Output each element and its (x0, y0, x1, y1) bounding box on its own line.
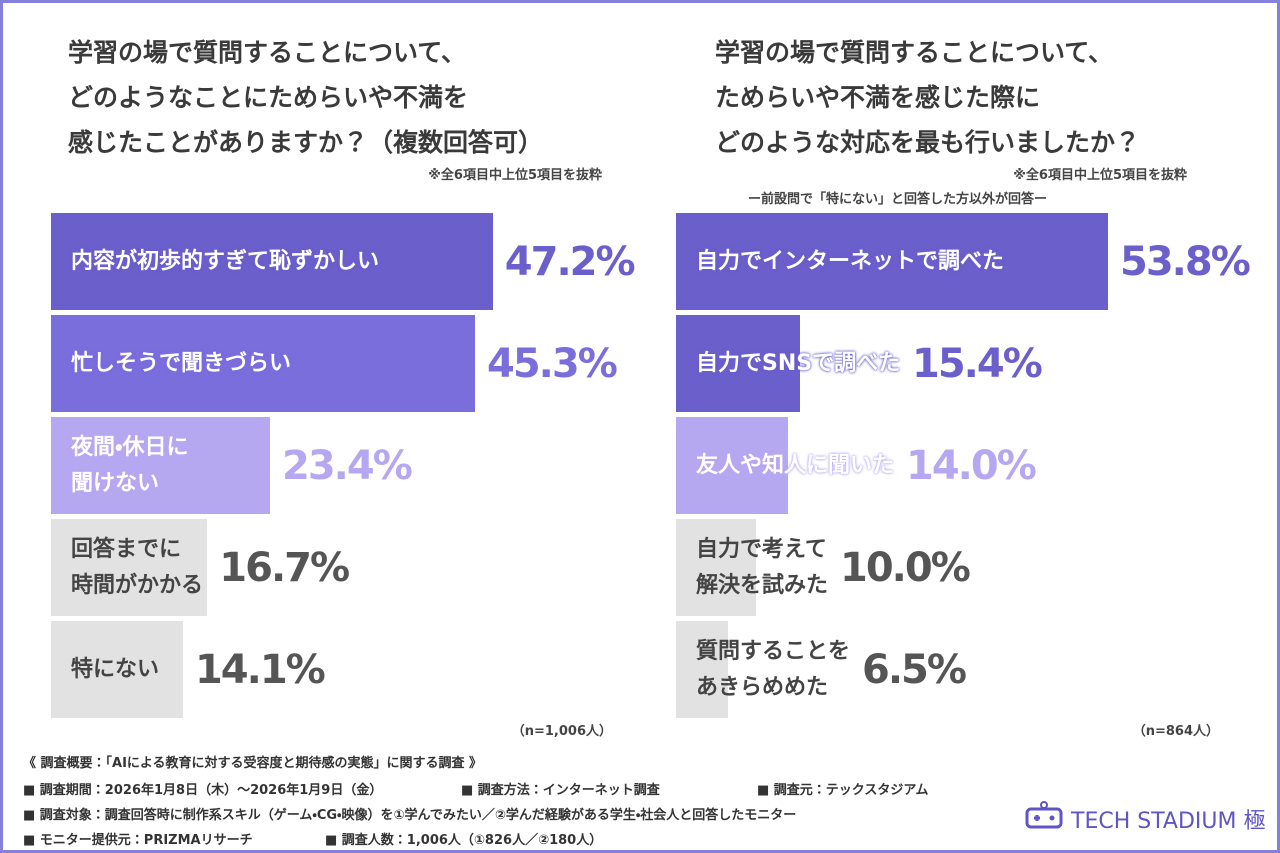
bar (676, 213, 1108, 310)
value-label: 6.5% (862, 646, 967, 693)
value-label: 14.0% (906, 442, 1037, 489)
bar-label: 忙しそうで聞きづらい (71, 350, 292, 376)
logo-icon (1025, 801, 1063, 829)
value-label: 10.0% (840, 544, 971, 591)
bar-label: 自力でインターネットで調べた (696, 248, 1005, 274)
chart-note: ※全6項目中上位5項目を抜粋 (1013, 168, 1187, 183)
value-label: 16.7% (219, 544, 350, 591)
bar (676, 621, 729, 718)
value-label: 45.3% (487, 340, 618, 387)
value-label: 15.4% (912, 340, 1043, 387)
bar (676, 519, 757, 616)
bar-label: 自力でSNSで調べた (696, 350, 901, 376)
bar (51, 315, 475, 412)
bar-label: 内容が初歩的すぎて恥ずかしい (71, 248, 380, 274)
value-label: 23.4% (282, 442, 413, 489)
sample-size: （n=1,006人） (511, 724, 612, 739)
survey-item: ■ 調査元：テックスタジアム (757, 783, 929, 798)
bar-label: 特にない (71, 656, 160, 682)
sample-size: （n=864人） (1132, 724, 1219, 739)
chart-title: 学習の場で質問することについて、 ためらいや不満を感じた際に どのような対応を最… (715, 38, 1141, 157)
bar (51, 519, 208, 616)
bar-label: 質問することを あきらめめた (696, 638, 851, 700)
survey-item: ■ 調査方法：インターネット調査 (461, 783, 660, 798)
value-label: 53.8% (1120, 238, 1251, 285)
chart-title: 学習の場で質問することについて、 どのようなことにためらいや不満を 感じたことが… (68, 38, 544, 157)
survey-item: ■ 調査対象：調査回答時に制作系スキル（ゲーム・CG・映像）を①学んでみたい／②… (23, 808, 797, 823)
bar-label: 回答までに 時間がかかる (71, 536, 204, 598)
bar (676, 315, 800, 412)
bar (51, 417, 271, 514)
logo-text: TECH STADIUM 極 (1071, 809, 1266, 834)
value-label: 14.1% (194, 646, 326, 693)
chart-note: ※全6項目中上位5項目を抜粋 (428, 168, 602, 183)
bar-label: 夜間・休日に 聞けない (71, 434, 189, 496)
bar (676, 417, 789, 514)
survey-item: ■ モニター提供元：PRIZMAリサーチ (23, 833, 253, 848)
value-label: 47.2% (504, 238, 636, 285)
bar (51, 213, 493, 310)
bar (51, 621, 183, 718)
chart-subtitle: ー前設問で「特にない」と回答した方以外が回答ー (748, 192, 1048, 207)
bar-label: 自力で考えて 解決を試みた (696, 536, 829, 598)
bar-label: 友人や知人に聞いた (696, 452, 895, 478)
survey-heading: 《 調査概要：「AIによる教育に対する受容度と期待感の実態」に関する調査 》 (23, 756, 483, 771)
survey-item: ■ 調査人数：1,006人（①826人／②180人） (325, 833, 603, 848)
survey-item: ■ 調査期間：2026年1月8日（木）～2026年1月9日（金） (23, 783, 383, 798)
